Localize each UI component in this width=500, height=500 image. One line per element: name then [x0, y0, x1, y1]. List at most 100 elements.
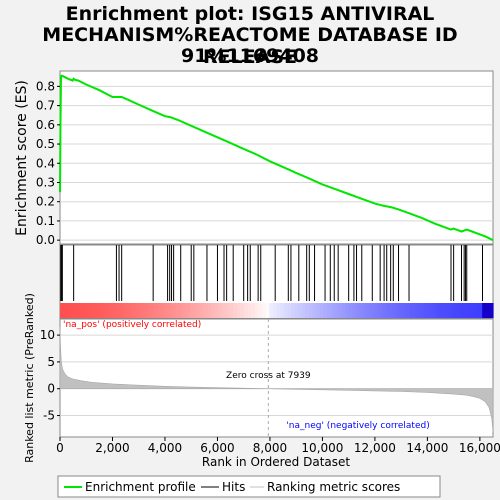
gradient-segment: [262, 303, 267, 318]
gradient-segment: [265, 303, 270, 318]
gradient-segment: [247, 303, 252, 318]
gradient-segment: [139, 303, 144, 318]
gradient-segment: [276, 303, 281, 318]
gradient-segment: [334, 303, 339, 318]
gradient-segment: [164, 303, 169, 318]
gradient-segment: [453, 303, 458, 318]
gradient-segment: [96, 303, 101, 318]
x-tick-label: 4,000: [148, 441, 182, 455]
gradient-segment: [244, 303, 249, 318]
gradient-segment: [240, 303, 245, 318]
gradient-segment: [233, 303, 238, 318]
gradient-segment: [280, 303, 285, 318]
gradient-segment: [323, 303, 328, 318]
x-tick-label: 12,000: [354, 441, 396, 455]
gradient-segment: [410, 303, 415, 318]
gradient-segment: [168, 303, 173, 318]
gradient-segment: [327, 303, 332, 318]
gradient-segment: [197, 303, 202, 318]
gradient-segment: [132, 303, 137, 318]
gradient-segment: [225, 303, 231, 318]
gradient-segment: [402, 303, 407, 318]
gradient-segment: [485, 303, 490, 318]
metric-y-axis-label: Ranked list metric (PreRanked): [23, 293, 36, 463]
gradient-segment: [460, 303, 465, 318]
gradient-segment: [355, 303, 361, 318]
gradient-segment: [298, 303, 303, 318]
metric-area: [59, 326, 494, 432]
gradient-segment: [200, 303, 205, 318]
gradient-segment: [464, 303, 469, 318]
gradient-segment: [435, 303, 440, 318]
hit-lines: [60, 245, 484, 301]
gradient-segment: [189, 303, 195, 318]
gradient-segment: [395, 303, 400, 318]
es-y-tick-label: 0.0: [36, 233, 55, 247]
negative-label: 'na_neg' (negatively correlated): [286, 421, 429, 431]
gradient-segment: [471, 303, 476, 318]
gradient-segment: [287, 303, 292, 318]
gradient-segment: [319, 303, 325, 318]
legend-profile-label: Enrichment profile: [85, 480, 196, 494]
gradient-segment: [283, 303, 288, 318]
es-y-tick-label: 0.7: [36, 99, 55, 113]
gradient-segment: [474, 303, 480, 318]
gradient-segment: [301, 303, 306, 318]
metric-y-tick-label: 0: [47, 382, 55, 396]
es-y-tick-label: 0.5: [36, 137, 55, 151]
x-tick-label: 2,000: [95, 441, 129, 455]
es-y-axis-label: Enrichment score (ES): [14, 80, 30, 236]
gradient-segment: [446, 303, 451, 318]
gradient-segment: [193, 303, 198, 318]
gradient-segment: [294, 303, 299, 318]
gradient-segment: [366, 303, 371, 318]
es-y-tick-label: 0.6: [36, 118, 55, 132]
gradient-segment: [417, 303, 422, 318]
gradient-segment: [489, 303, 494, 318]
legend-hits-label: Hits: [222, 480, 245, 494]
gradient-segment: [312, 303, 317, 318]
x-tick-label: 16,000: [459, 441, 500, 455]
positive-label: 'na_pos' (positively correlated): [63, 320, 201, 330]
gradient-segment: [363, 303, 368, 318]
es-panel-background: [59, 70, 494, 245]
x-tick-label: 14,000: [406, 441, 448, 455]
gradient-segment: [316, 303, 321, 318]
gradient-segment: [442, 303, 447, 318]
metric-y-axis: 10 5 0 -5: [40, 328, 60, 423]
legend-metric-label: Ranking metric scores: [267, 480, 400, 494]
gradient-segment: [186, 303, 191, 318]
es-gridlines: [60, 85, 493, 241]
gradient-segment: [85, 303, 90, 318]
gradient-segment: [106, 303, 112, 318]
gradient-segment: [308, 303, 314, 318]
gradient-segment: [74, 303, 79, 318]
es-y-tick-label: 0.4: [36, 156, 55, 170]
gradient-segment: [438, 303, 444, 318]
gradient-segment: [478, 303, 483, 318]
gradient-segment: [413, 303, 418, 318]
gradient-segment: [337, 303, 343, 318]
gradient-segment: [330, 303, 335, 318]
gradient-segment: [431, 303, 436, 318]
gradient-segment: [399, 303, 404, 318]
gradient-segment: [146, 303, 151, 318]
gradient-segment: [222, 303, 227, 318]
es-y-axis: 0.0 0.1 0.2 0.3 0.4 0.5 0.6 0.7 0.8: [36, 79, 60, 247]
gradient-segment: [124, 303, 130, 318]
gradient-segment: [467, 303, 472, 318]
gradient-segment: [88, 303, 94, 318]
gradient-segment: [258, 303, 263, 318]
gradient-segment: [121, 303, 126, 318]
gradient-segment: [352, 303, 357, 318]
gradient-segment: [161, 303, 166, 318]
gradient-segment: [406, 303, 411, 318]
enrichment-profile-line: [59, 74, 494, 242]
gradient-segment: [373, 303, 379, 318]
gradient-segment: [128, 303, 133, 318]
metric-area-shape: [59, 326, 494, 432]
gradient-segment: [157, 303, 162, 318]
gradient-segment: [215, 303, 220, 318]
gradient-segment: [428, 303, 433, 318]
